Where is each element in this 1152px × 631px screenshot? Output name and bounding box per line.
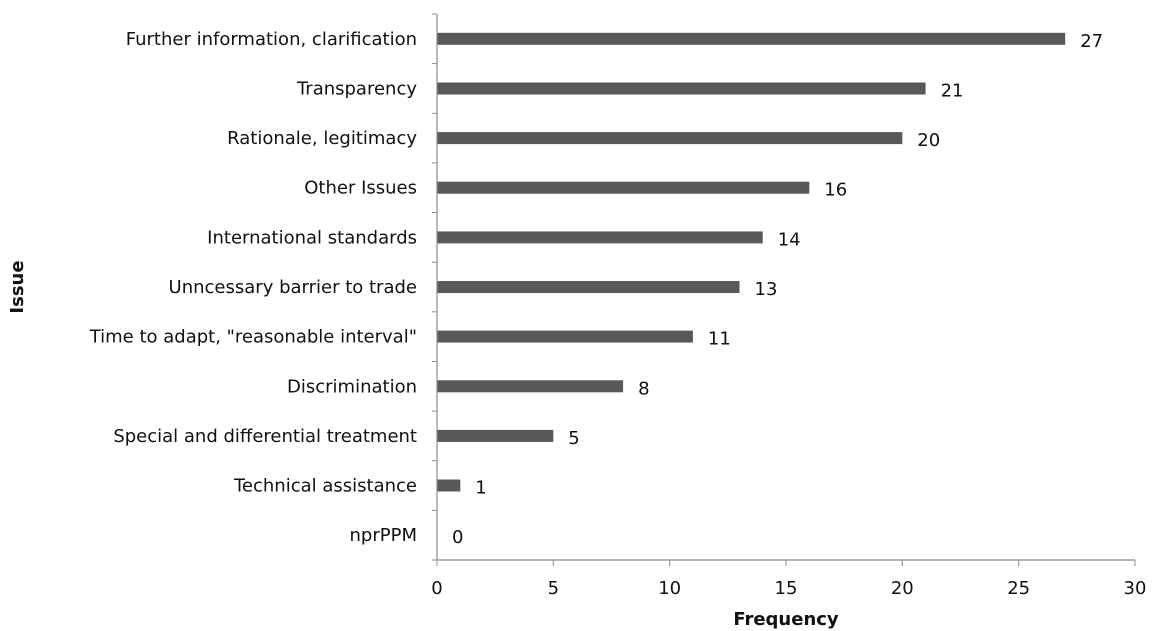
x-axis-title: Frequency: [733, 609, 839, 630]
bar: [437, 132, 903, 145]
category-label: Discrimination: [287, 376, 417, 397]
x-tick-label: 20: [891, 578, 914, 599]
data-label: 13: [755, 279, 778, 300]
category-label: Special and differential treatment: [113, 426, 417, 447]
data-label: 27: [1080, 31, 1103, 52]
bar: [437, 82, 926, 95]
data-label: 5: [568, 428, 579, 449]
bar: [437, 181, 810, 194]
bar: [437, 281, 740, 293]
value-labels: 27 21 20 16 14 13 11 8 5 1 0: [452, 31, 1103, 548]
data-label: 20: [917, 130, 940, 151]
bar: [437, 380, 624, 393]
category-label: Technical assistance: [233, 476, 417, 497]
data-label: 1: [475, 478, 486, 499]
data-label: 11: [708, 329, 731, 350]
bar: [437, 231, 763, 244]
x-tick-label: 10: [658, 578, 681, 599]
data-label: 16: [824, 180, 847, 201]
bar: [437, 429, 554, 442]
data-label: 14: [778, 229, 801, 250]
bar: [437, 479, 461, 492]
category-label: Other Issues: [304, 178, 417, 199]
bar: [437, 32, 1066, 45]
category-label: Unncessary barrier to trade: [169, 277, 417, 298]
category-label: Rationale, legitimacy: [227, 128, 417, 149]
x-tick-label: 25: [1007, 578, 1030, 599]
x-tick-label: 15: [775, 578, 798, 599]
category-label: Time to adapt, "reasonable interval": [89, 327, 417, 348]
category-label: Further information, clarification: [126, 29, 417, 50]
category-label: Transparency: [296, 79, 417, 100]
category-label: nprPPM: [350, 525, 417, 546]
bar: [437, 330, 693, 343]
x-tick-label: 5: [548, 578, 559, 599]
y-axis-title: Issue: [7, 260, 28, 313]
data-label: 0: [452, 527, 463, 548]
x-ticks: 0 5 10 15 20 25 30: [431, 13, 1147, 599]
x-tick-label: 0: [431, 578, 442, 599]
data-label: 21: [941, 81, 964, 102]
category-labels: Further information, clarification Transp…: [89, 29, 418, 546]
bars-group: [437, 32, 1066, 492]
data-label: 8: [638, 378, 649, 399]
x-tick-label: 30: [1124, 578, 1147, 599]
category-label: International standards: [207, 227, 417, 248]
